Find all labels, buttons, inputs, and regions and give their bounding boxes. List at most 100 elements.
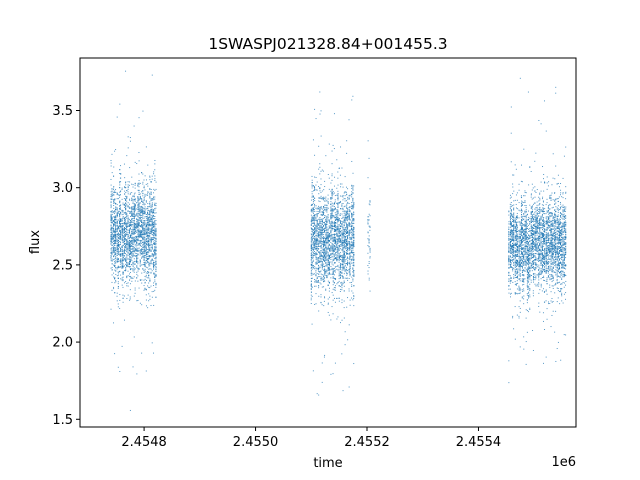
data-point bbox=[349, 245, 351, 247]
data-point bbox=[129, 225, 131, 227]
data-point bbox=[342, 277, 344, 279]
data-point bbox=[319, 225, 321, 227]
data-point bbox=[149, 248, 151, 250]
data-point bbox=[115, 238, 117, 240]
data-point bbox=[323, 252, 325, 254]
data-point bbox=[151, 270, 153, 272]
data-point bbox=[133, 220, 135, 222]
data-point bbox=[151, 296, 153, 298]
data-point bbox=[334, 223, 336, 225]
data-point bbox=[314, 281, 316, 283]
data-point bbox=[147, 232, 149, 234]
data-point bbox=[148, 222, 150, 224]
data-point bbox=[114, 249, 116, 251]
data-point bbox=[149, 213, 151, 215]
data-point bbox=[145, 244, 147, 246]
data-point bbox=[338, 245, 340, 247]
data-point bbox=[114, 215, 116, 217]
data-point bbox=[323, 254, 325, 256]
data-point bbox=[150, 246, 152, 248]
data-point bbox=[134, 287, 136, 289]
data-point bbox=[116, 219, 118, 221]
data-point bbox=[154, 221, 156, 223]
data-point bbox=[115, 216, 117, 218]
data-point bbox=[327, 239, 329, 241]
data-point bbox=[312, 252, 314, 254]
data-point bbox=[341, 299, 343, 301]
data-point bbox=[121, 277, 123, 279]
data-point bbox=[128, 237, 130, 239]
data-point bbox=[155, 188, 157, 190]
data-point bbox=[312, 257, 314, 259]
data-point bbox=[338, 238, 340, 240]
data-point bbox=[349, 210, 351, 212]
data-point bbox=[332, 210, 334, 212]
data-point bbox=[312, 222, 314, 224]
data-point bbox=[312, 265, 314, 267]
data-point bbox=[340, 282, 342, 284]
data-point bbox=[310, 248, 312, 250]
data-point bbox=[142, 246, 144, 248]
data-point bbox=[134, 247, 136, 249]
data-point bbox=[131, 232, 133, 234]
data-point bbox=[150, 228, 152, 230]
data-point bbox=[153, 221, 155, 223]
data-point bbox=[121, 267, 123, 269]
data-point bbox=[149, 194, 151, 196]
data-point bbox=[115, 211, 117, 213]
data-point bbox=[338, 230, 340, 232]
data-point bbox=[113, 175, 115, 177]
data-point bbox=[331, 256, 333, 258]
data-point bbox=[311, 203, 313, 205]
data-point bbox=[311, 257, 313, 259]
data-point bbox=[341, 274, 343, 276]
data-point bbox=[326, 270, 328, 272]
data-point bbox=[340, 285, 342, 287]
data-point bbox=[136, 300, 138, 302]
data-point bbox=[134, 226, 136, 228]
data-point bbox=[148, 252, 150, 254]
data-point bbox=[119, 224, 121, 226]
data-point bbox=[343, 254, 345, 256]
data-point bbox=[134, 192, 136, 194]
data-point bbox=[116, 250, 118, 252]
data-point bbox=[124, 217, 126, 219]
data-point bbox=[325, 288, 327, 290]
data-point bbox=[337, 205, 339, 207]
data-point bbox=[153, 253, 155, 255]
data-point bbox=[349, 272, 351, 274]
data-point bbox=[312, 242, 314, 244]
data-point bbox=[126, 228, 128, 230]
data-point bbox=[126, 197, 128, 199]
data-point bbox=[110, 207, 112, 209]
data-point bbox=[127, 244, 129, 246]
data-point bbox=[320, 283, 322, 285]
data-point bbox=[318, 232, 320, 234]
data-point bbox=[144, 220, 146, 222]
data-point bbox=[117, 287, 119, 289]
data-point bbox=[143, 207, 145, 209]
data-point bbox=[117, 272, 119, 274]
data-point bbox=[315, 225, 317, 227]
data-point bbox=[324, 274, 326, 276]
data-point bbox=[133, 225, 135, 227]
data-point bbox=[324, 204, 326, 206]
data-point bbox=[153, 268, 155, 270]
data-point bbox=[310, 285, 312, 287]
data-point bbox=[331, 217, 333, 219]
data-point bbox=[119, 258, 121, 260]
data-point bbox=[132, 233, 134, 235]
data-point bbox=[315, 279, 317, 281]
data-point bbox=[333, 297, 335, 299]
data-point bbox=[323, 242, 325, 244]
data-point bbox=[310, 255, 312, 257]
data-point bbox=[152, 264, 154, 266]
data-point bbox=[322, 210, 324, 212]
data-point bbox=[336, 259, 338, 261]
data-point bbox=[145, 179, 147, 181]
data-point bbox=[137, 204, 139, 206]
data-point bbox=[141, 233, 143, 235]
data-point bbox=[141, 225, 143, 227]
data-point bbox=[342, 254, 344, 256]
data-point bbox=[151, 247, 153, 249]
